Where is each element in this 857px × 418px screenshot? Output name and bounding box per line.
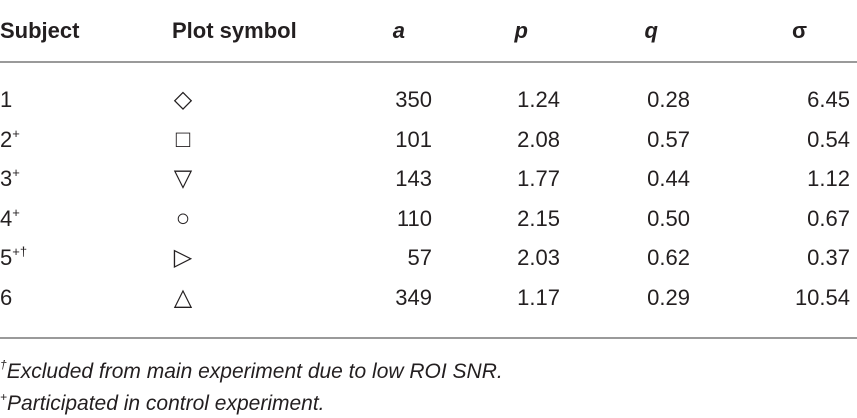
subject-cell: 2+ <box>0 127 20 153</box>
footnote-mark: † <box>0 358 7 372</box>
header-cell: Subject <box>0 18 80 43</box>
value-cell: 6.45 <box>807 87 850 112</box>
value-cell: 349 <box>395 285 432 310</box>
plot-symbol: △ <box>173 284 193 311</box>
subject-mark: +† <box>12 244 28 260</box>
value-cell: 110 <box>396 205 432 231</box>
value-cell: 0.37 <box>807 245 850 271</box>
header-cell: Plot symbol <box>172 18 297 43</box>
value-cell: 0.57 <box>647 126 690 152</box>
header-cell: q <box>644 18 658 43</box>
header-cell: σ <box>791 18 807 43</box>
value-cell: 0.67 <box>807 205 850 231</box>
footnote-text: Excluded from main experiment due to low… <box>6 360 503 383</box>
subject-mark: + <box>12 165 20 181</box>
rule <box>0 61 857 63</box>
plot-symbol: ▽ <box>173 165 193 193</box>
value-cell: 1.77 <box>517 166 560 192</box>
value-cell: 101 <box>395 126 432 152</box>
footnote-mark: + <box>0 390 8 404</box>
subject-cell: 5+† <box>0 245 27 271</box>
value-cell: 2.15 <box>517 205 560 231</box>
subject-id: 2 <box>0 126 13 152</box>
value-cell: 143 <box>395 166 432 192</box>
value-cell: 1.17 <box>517 285 560 310</box>
subject-cell: 6 <box>0 285 12 311</box>
subject-id: 1 <box>0 87 13 112</box>
value-cell: 350 <box>395 87 432 112</box>
footnote: †Excluded from main experiment due to lo… <box>0 358 503 384</box>
plot-symbol: ◇ <box>173 86 193 113</box>
subject-id: 5 <box>0 245 13 271</box>
subject-mark: + <box>12 204 20 220</box>
value-cell: 1.12 <box>807 166 850 192</box>
value-cell: 10.54 <box>794 285 850 310</box>
footnote-text: Participated in control experiment. <box>7 392 325 415</box>
header-cell: p <box>514 18 528 43</box>
value-cell: 1.24 <box>517 87 560 112</box>
footnote: +Participated in control experiment. <box>0 390 325 416</box>
value-cell: 0.44 <box>647 166 690 192</box>
value-cell: 0.28 <box>647 87 690 112</box>
plot-symbol: □ <box>175 125 191 153</box>
subject-id: 3 <box>0 166 13 192</box>
value-cell: 0.62 <box>647 245 690 271</box>
header-cell: a <box>392 18 405 43</box>
subject-cell: 1 <box>0 87 12 113</box>
subject-cell: 3+ <box>0 166 20 192</box>
subject-id: 4 <box>0 205 13 231</box>
rule <box>0 337 857 339</box>
value-cell: 2.08 <box>517 126 560 152</box>
value-cell: 2.03 <box>517 245 560 271</box>
value-cell: 0.50 <box>647 205 690 231</box>
subject-id: 6 <box>0 285 13 310</box>
subject-mark: + <box>12 125 20 141</box>
plot-symbol: ○ <box>175 204 191 232</box>
value-cell: 0.54 <box>807 126 850 152</box>
value-cell: 57 <box>407 245 432 271</box>
value-cell: 0.29 <box>647 285 690 310</box>
plot-symbol: ▷ <box>173 244 193 272</box>
subject-cell: 4+ <box>0 206 20 232</box>
